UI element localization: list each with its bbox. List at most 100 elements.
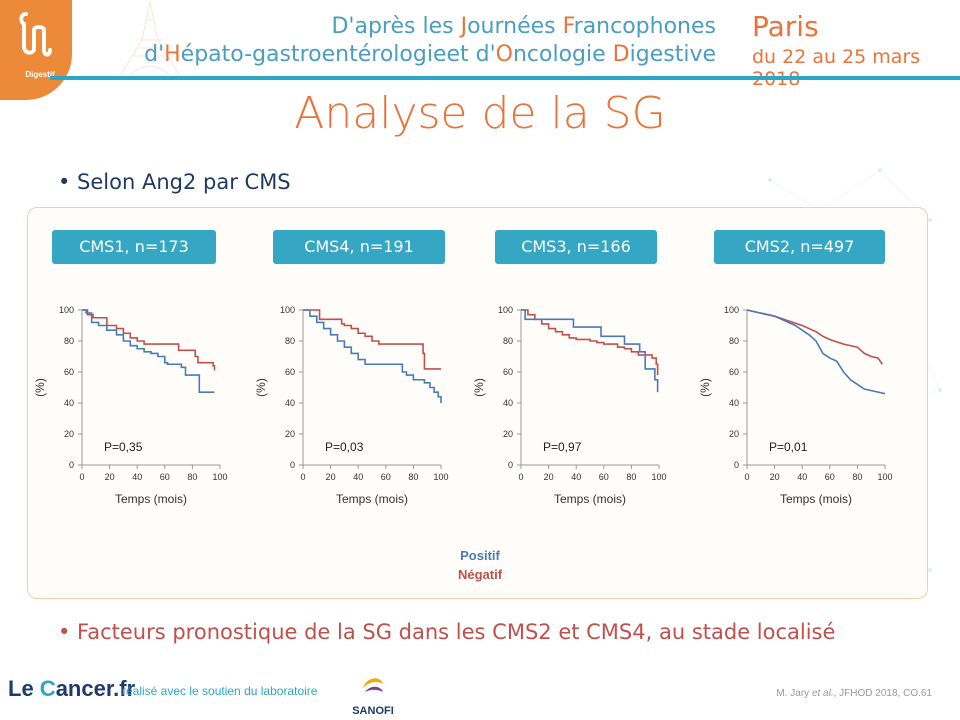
line1-segment: J xyxy=(460,14,468,39)
y-axis-label: (%) xyxy=(254,378,268,397)
citation-rest: , JFHOD 2018, CO.61 xyxy=(833,688,932,699)
series-positif-curve xyxy=(82,309,215,393)
cms1-header: CMS1, n=173 xyxy=(52,230,216,264)
lecancer-c: C xyxy=(39,676,56,701)
y-axis-label: (%) xyxy=(698,378,712,397)
y-tick-label: 20 xyxy=(285,429,295,439)
x-tick-label: 20 xyxy=(326,472,336,482)
line2-segment: ncologie xyxy=(512,42,613,67)
line1-segment: rancophones xyxy=(573,14,716,39)
y-tick-label: 80 xyxy=(285,336,295,346)
x-axis-label: Temps (mois) xyxy=(336,492,408,506)
km-chart-cms2: 0 20 40 60 80 100 0 20 40 60 80 100 (%) Temps (mois) P… xyxy=(698,305,893,506)
line2-segment: D xyxy=(612,42,630,67)
x-tick-label: 60 xyxy=(599,472,609,482)
x-tick-label: 0 xyxy=(744,472,749,482)
y-axis-label: (%) xyxy=(472,378,486,397)
x-tick-label: 60 xyxy=(825,472,835,482)
x-tick-label: 40 xyxy=(132,472,142,482)
eiffel-tower-decoration xyxy=(119,1,181,76)
series-negatif-curve xyxy=(521,309,659,376)
line2-segment: d' xyxy=(144,42,165,67)
y-tick-label: 60 xyxy=(64,367,74,377)
line1-segment: ournées xyxy=(467,14,563,39)
sanofi-wordmark: SANOFI xyxy=(352,705,394,717)
y-tick-label: 60 xyxy=(729,367,739,377)
sponsor-text: réalisé avec le soutien du laboratoire xyxy=(122,684,318,698)
digestif-logo: Digestif xyxy=(0,0,72,100)
y-tick-label: 0 xyxy=(290,460,295,470)
congress-title-line2: d'Hépato-gastroentérologieet d'Oncologie… xyxy=(144,42,716,67)
x-axis-label: Temps (mois) xyxy=(115,492,187,506)
header-divider xyxy=(50,76,960,80)
city-label: Paris xyxy=(752,10,819,43)
y-tick-label: 20 xyxy=(64,429,74,439)
lecancer-logo[interactable]: Le Cancer.fr xyxy=(8,676,135,702)
line1-segment: F xyxy=(562,14,574,39)
y-tick-label: 40 xyxy=(503,398,513,408)
km-chart-cms4: 0 20 40 60 80 100 0 20 40 60 80 100 (%) Temps (mois) P… xyxy=(254,305,449,506)
logo-label: Digestif xyxy=(25,70,55,79)
y-tick-label: 100 xyxy=(498,305,513,315)
line2-segment: épato-gastroentérologieet d' xyxy=(180,42,496,67)
y-tick-label: 20 xyxy=(503,429,513,439)
y-tick-label: 80 xyxy=(729,336,739,346)
line2-segment: H xyxy=(164,42,181,67)
cms3-header: CMS3, n=166 xyxy=(495,230,657,264)
x-tick-label: 0 xyxy=(300,472,305,482)
x-axis-label: Temps (mois) xyxy=(554,492,626,506)
x-tick-label: 100 xyxy=(433,472,448,482)
x-tick-label: 40 xyxy=(353,472,363,482)
x-tick-label: 0 xyxy=(518,472,523,482)
y-tick-label: 40 xyxy=(729,398,739,408)
y-tick-label: 80 xyxy=(503,336,513,346)
sanofi-logo: SANOFI xyxy=(347,674,399,717)
x-tick-label: 20 xyxy=(544,472,554,482)
line2-segment: igestive xyxy=(629,42,716,67)
y-tick-label: 100 xyxy=(59,305,74,315)
y-tick-label: 40 xyxy=(64,398,74,408)
x-tick-label: 40 xyxy=(571,472,581,482)
lecancer-rest: ancer.fr xyxy=(55,676,136,701)
p-value-annotation: P=0,97 xyxy=(543,440,582,454)
citation: M. Jary et al., JFHOD 2018, CO.61 xyxy=(776,688,932,699)
citation-author: M. Jary xyxy=(776,688,812,699)
slide-title: Analyse de la SG xyxy=(294,88,666,139)
intestine-icon xyxy=(19,12,52,57)
x-tick-label: 100 xyxy=(212,472,227,482)
y-tick-label: 20 xyxy=(729,429,739,439)
x-tick-label: 0 xyxy=(79,472,84,482)
x-tick-label: 80 xyxy=(626,472,636,482)
y-axis-label: (%) xyxy=(33,378,47,397)
series-negatif-curve xyxy=(82,309,216,371)
bullet-ang2-by-cms: • Selon Ang2 par CMS xyxy=(58,170,291,194)
series-negatif-curve xyxy=(746,309,883,365)
cms4-header: CMS4, n=191 xyxy=(273,230,445,264)
x-tick-label: 80 xyxy=(852,472,862,482)
congress-title-line1: D'après les Journées Francophones xyxy=(331,14,716,39)
line1-segment: D'après les xyxy=(331,14,461,39)
x-tick-label: 60 xyxy=(381,472,391,482)
series-positif-curve xyxy=(521,309,659,393)
p-value-annotation: P=0,01 xyxy=(769,440,808,454)
y-tick-label: 80 xyxy=(64,336,74,346)
km-chart-cms1: 0 20 40 60 80 100 0 20 40 60 80 100 (%) Temps (mois) P… xyxy=(33,305,228,506)
y-tick-label: 0 xyxy=(734,460,739,470)
bullet-prognostic-factors: • Facteurs pronostique de la SG dans les… xyxy=(58,620,836,644)
citation-etal: et al. xyxy=(811,688,834,699)
y-tick-label: 0 xyxy=(69,460,74,470)
y-tick-label: 60 xyxy=(503,367,513,377)
legend-positif: Positif xyxy=(460,548,500,563)
series-positif-curve xyxy=(303,309,442,403)
series-negatif-curve xyxy=(303,309,441,370)
y-tick-label: 0 xyxy=(508,460,513,470)
x-tick-label: 40 xyxy=(797,472,807,482)
x-tick-label: 80 xyxy=(187,472,197,482)
series-positif-curve xyxy=(746,309,886,395)
x-tick-label: 20 xyxy=(105,472,115,482)
x-tick-label: 100 xyxy=(651,472,666,482)
sanofi-bird-icon xyxy=(363,678,383,692)
p-value-annotation: P=0,03 xyxy=(325,440,364,454)
x-tick-label: 60 xyxy=(160,472,170,482)
km-chart-cms3: 0 20 40 60 80 100 0 20 40 60 80 100 (%) Temps (mois) P… xyxy=(472,305,667,506)
